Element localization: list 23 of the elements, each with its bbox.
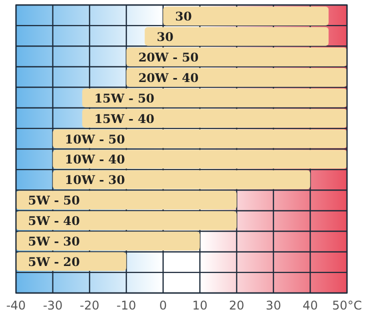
y-tick-label: 30	[175, 10, 192, 24]
y-tick-label: 5W - 30	[28, 234, 80, 249]
x-tick-label: 30	[266, 298, 282, 313]
y-tick-label: 5W - 40	[28, 214, 80, 228]
x-tick-label: -20	[80, 298, 100, 313]
x-tick-label: -30	[42, 298, 63, 313]
x-tick-label: 20	[229, 298, 244, 313]
x-tick-label: -10	[116, 298, 136, 313]
y-tick-label: 5W - 20	[28, 255, 80, 269]
x-tick-label: 40	[302, 298, 318, 313]
y-tick-label: 30	[156, 30, 174, 44]
y-tick-label: 20W - 50	[138, 50, 199, 64]
y-tick-label: 5W - 50	[28, 194, 80, 208]
x-tick-label: 50°C	[332, 298, 362, 313]
y-tick-label: 15W - 50	[94, 91, 154, 106]
x-tick-label: 10	[192, 298, 208, 313]
x-tick-label: -40	[6, 298, 26, 313]
y-tick-label: 10W - 30	[64, 173, 125, 188]
y-tick-label: 10W - 40	[64, 152, 125, 167]
x-tick-label: 0	[159, 298, 167, 313]
y-tick-label: 20W - 40	[138, 70, 199, 85]
y-tick-label: 15W - 40	[94, 112, 154, 126]
y-tick-label: 10W - 50	[64, 132, 125, 146]
